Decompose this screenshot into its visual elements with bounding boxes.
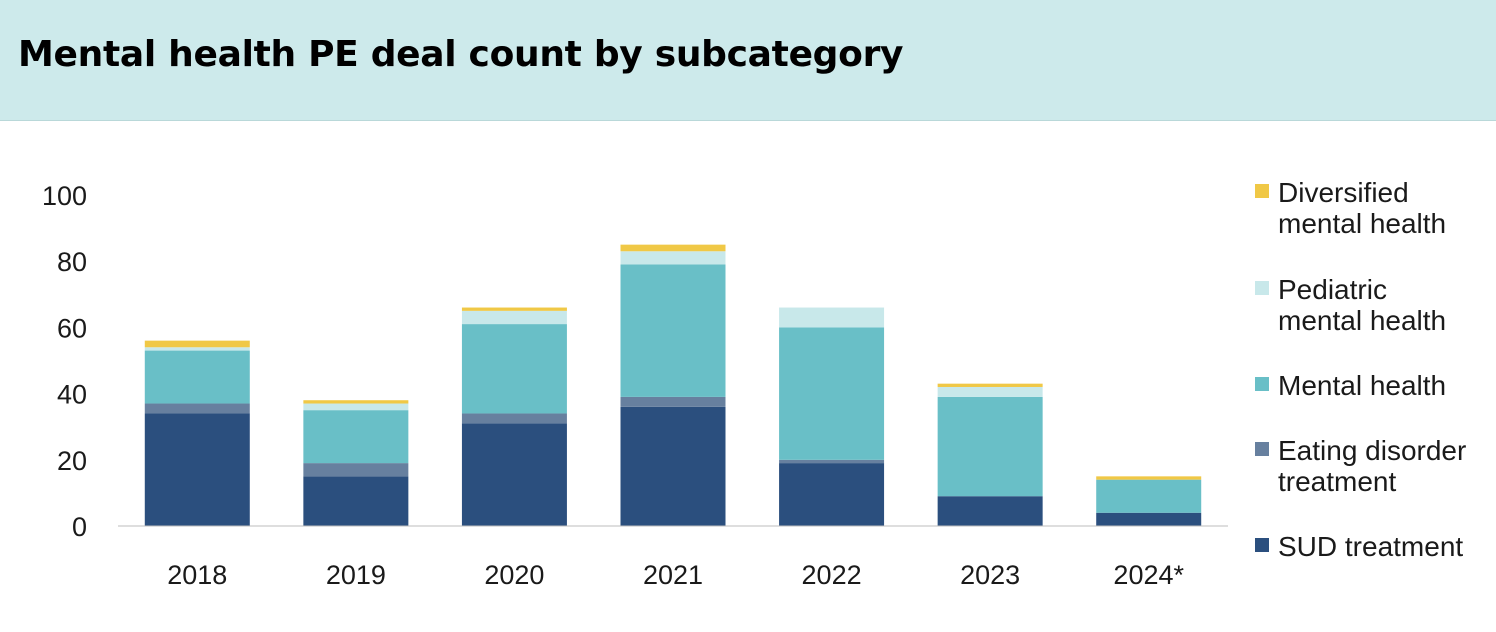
bar-segment-sud-treatment [779, 463, 885, 526]
bar-segment-diversified-mental-health [620, 244, 726, 252]
chart-header: Mental health PE deal count by subcatego… [0, 0, 1496, 121]
chart-title: Mental health PE deal count by subcatego… [18, 34, 904, 75]
legend-label: Pediatric [1278, 274, 1387, 305]
x-tick-label: 2021 [643, 560, 703, 590]
y-tick-label: 20 [57, 446, 87, 476]
y-tick-label: 40 [57, 380, 87, 410]
bar-segment-eating-disorder-treatment [620, 396, 726, 407]
x-tick-label: 2019 [326, 560, 386, 590]
bar-segment-mental-health [779, 327, 885, 460]
bar-segment-mental-health [144, 350, 250, 404]
bar-segment-eating-disorder-treatment [144, 403, 250, 414]
bar-segment-eating-disorder-treatment [779, 459, 885, 464]
bar-segment-pediatric-mental-health [779, 307, 885, 328]
bar-segment-eating-disorder-treatment [461, 413, 567, 424]
bar-segment-mental-health [461, 324, 567, 414]
bar-stack-2020 [461, 307, 567, 526]
bar-stack-2024 [1096, 476, 1202, 526]
bar-stack-2023 [937, 383, 1043, 526]
bar-segment-sud-treatment [937, 496, 1043, 526]
bar-segment-mental-health [620, 264, 726, 397]
mental-health-swatch [1255, 377, 1269, 391]
bar-segment-mental-health [303, 410, 409, 464]
bar-segment-pediatric-mental-health [620, 251, 726, 265]
x-tick-label: 2024* [1113, 560, 1184, 590]
legend-item: Mental health [1255, 370, 1446, 401]
x-tick-label: 2022 [802, 560, 862, 590]
x-tick-label: 2018 [167, 560, 227, 590]
x-axis: 2018 2019 2020 2021 2022 2023 2024* [118, 525, 1228, 590]
legend-label: mental health [1278, 305, 1446, 336]
bar-stack-2021 [620, 244, 726, 526]
bar-segment-diversified-mental-health [303, 400, 409, 404]
bar-segment-diversified-mental-health [1096, 476, 1202, 480]
x-tick-label: 2023 [960, 560, 1020, 590]
pediatric-mental-health-swatch [1255, 281, 1269, 295]
legend-label: SUD treatment [1278, 531, 1463, 562]
bar-segment-pediatric-mental-health [303, 403, 409, 411]
legend-label: Diversified [1278, 177, 1409, 208]
diversified-mental-health-swatch [1255, 184, 1269, 198]
bar-plot-area [144, 244, 1202, 526]
legend-item: SUD treatment [1255, 531, 1463, 562]
bar-segment-diversified-mental-health [937, 383, 1043, 387]
bar-segment-sud-treatment [1096, 512, 1202, 526]
bar-segment-eating-disorder-treatment [303, 463, 409, 477]
bar-segment-sud-treatment [144, 413, 250, 526]
y-tick-label: 80 [57, 247, 87, 277]
bar-segment-sud-treatment [620, 406, 726, 526]
legend-label: mental health [1278, 208, 1446, 239]
y-tick-label: 0 [72, 512, 87, 542]
bar-segment-pediatric-mental-health [937, 386, 1043, 397]
legend-label: Mental health [1278, 370, 1446, 401]
bar-segment-sud-treatment [303, 476, 409, 526]
bar-segment-mental-health [937, 396, 1043, 497]
bar-segment-sud-treatment [461, 423, 567, 526]
bar-stack-2018 [144, 340, 250, 526]
bar-stack-2019 [303, 400, 409, 526]
x-tick-label: 2020 [484, 560, 544, 590]
y-tick-label: 60 [57, 313, 87, 343]
legend-label: treatment [1278, 466, 1396, 497]
bar-stack-2022 [779, 307, 885, 526]
bar-segment-pediatric-mental-health [144, 347, 250, 351]
y-tick-label: 100 [42, 181, 87, 211]
bar-segment-diversified-mental-health [461, 307, 567, 311]
bar-segment-pediatric-mental-health [461, 310, 567, 325]
bar-segment-diversified-mental-health [144, 340, 250, 348]
legend-label: Eating disorder [1278, 435, 1466, 466]
y-axis: 0 20 40 60 80 100 [42, 181, 87, 542]
sud-treatment-swatch [1255, 538, 1269, 552]
eating-disorder-treatment-swatch [1255, 442, 1269, 456]
bar-segment-mental-health [1096, 479, 1202, 513]
